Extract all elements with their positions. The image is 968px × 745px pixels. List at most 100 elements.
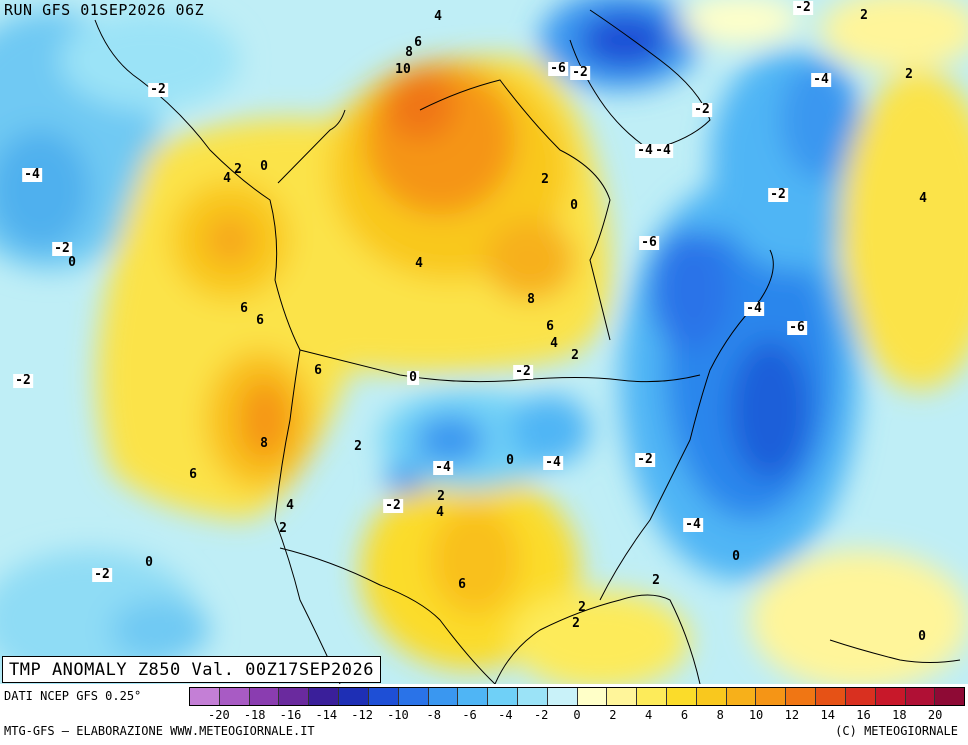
legend-swatch — [219, 688, 250, 705]
legend-swatch — [279, 688, 310, 705]
contour-label: 0 — [145, 555, 153, 570]
legend-tick-label: -6 — [462, 708, 477, 722]
legend-tick-label: -18 — [243, 708, 266, 722]
contour-label: 2 — [571, 348, 579, 363]
contour-label: 2 — [354, 439, 362, 454]
contour-label: -4 — [635, 143, 655, 158]
contour-label: -6 — [639, 235, 659, 250]
legend-tick-label: -16 — [279, 708, 302, 722]
credit-text: MTG-GFS – ELABORAZIONE WWW.METEOGIORNALE… — [4, 724, 315, 738]
temperature-anomaly-map: RUN GFS 01SEP2026 06Z 4 2 -2 8 6 10 -6 -… — [0, 0, 968, 684]
legend-swatch — [488, 688, 518, 705]
legend-swatch — [309, 688, 340, 705]
contour-label: 2 — [578, 600, 586, 615]
contour-label: 0 — [732, 549, 740, 564]
coastlines — [94, 9, 961, 684]
contour-label: 2 — [905, 67, 913, 82]
contour-label: 4 — [434, 9, 442, 24]
valid-time-title: TMP ANOMALY Z850 Val. 00Z17SEP2026 — [2, 656, 381, 683]
contour-label: 2 — [234, 162, 242, 177]
contour-label: 2 — [572, 616, 580, 631]
legend-swatch — [398, 688, 429, 705]
contour-label: -2 — [793, 0, 813, 15]
contour-label: -2 — [692, 102, 712, 117]
legend-swatch — [816, 688, 846, 705]
legend-tick-label: 4 — [645, 708, 653, 722]
legend-swatch — [667, 688, 697, 705]
contour-label: 2 — [279, 521, 287, 536]
contour-label: -4 — [811, 72, 831, 87]
contour-label: 8 — [260, 436, 268, 451]
contour-label: -4 — [744, 301, 764, 316]
contour-label: 6 — [314, 363, 322, 378]
contour-label: 0 — [68, 255, 76, 270]
contour-label: -2 — [768, 187, 788, 202]
legend-swatch — [607, 688, 638, 705]
legend-swatch — [637, 688, 667, 705]
legend-swatch — [339, 688, 369, 705]
contour-label: -2 — [148, 82, 168, 97]
contour-label: -4 — [543, 455, 563, 470]
legend-tick-label: -14 — [315, 708, 338, 722]
legend-tick-label: 2 — [609, 708, 617, 722]
contour-label: 6 — [414, 35, 422, 50]
contour-label: 4 — [550, 336, 558, 351]
legend-swatch — [517, 688, 548, 705]
legend-tick-label: 6 — [680, 708, 689, 722]
legend-swatch — [368, 688, 399, 705]
legend-tick-label: 0 — [573, 708, 581, 722]
contour-label: -4 — [22, 167, 42, 182]
legend-swatch — [786, 688, 817, 705]
legend-swatch — [190, 688, 220, 705]
contour-label: 6 — [240, 301, 248, 316]
contour-label: -6 — [548, 61, 568, 76]
contour-label: 4 — [436, 505, 444, 520]
color-scale-legend — [189, 687, 965, 706]
legend-swatch — [875, 688, 906, 705]
copyright-text: (C) METEOGIORNALE — [835, 724, 958, 738]
legend-swatch — [935, 688, 965, 705]
contour-label: 6 — [458, 577, 466, 592]
legend-swatch — [547, 688, 578, 705]
legend-tick-label: 10 — [748, 708, 764, 722]
contour-label: -2 — [52, 241, 72, 256]
legend-tick-label: -20 — [208, 708, 230, 722]
contour-label: 6 — [189, 467, 197, 482]
legend-tick-label: -12 — [351, 708, 373, 722]
legend-tick-label: 14 — [820, 708, 835, 722]
contour-label: -2 — [570, 65, 590, 80]
legend-tick-label: -4 — [498, 708, 513, 722]
legend-swatch — [458, 688, 489, 705]
legend-swatch — [577, 688, 608, 705]
contour-label: 10 — [395, 62, 411, 77]
legend-swatch — [905, 688, 936, 705]
contour-label: 2 — [860, 8, 868, 23]
contour-label: -6 — [787, 320, 807, 335]
legend-swatch — [756, 688, 787, 705]
contour-label: -4 — [683, 517, 703, 532]
contour-label: 2 — [541, 172, 549, 187]
contour-label: 0 — [407, 370, 419, 385]
contour-label: 6 — [256, 313, 264, 328]
contour-label: -2 — [383, 498, 403, 513]
contour-label: 2 — [437, 489, 445, 504]
contour-label: -2 — [92, 567, 112, 582]
contour-label: 0 — [918, 629, 926, 644]
legend-tick-label: 18 — [892, 708, 907, 722]
contour-label: 4 — [415, 256, 423, 271]
contour-label: 0 — [260, 159, 268, 174]
contour-label: -4 — [433, 460, 453, 475]
contour-label: -4 — [653, 143, 673, 158]
legend-swatch — [726, 688, 757, 705]
legend-swatch — [696, 688, 727, 705]
run-title: RUN GFS 01SEP2026 06Z — [4, 1, 205, 19]
legend-tick-label: 8 — [716, 708, 724, 722]
contour-label: -2 — [635, 452, 655, 467]
legend-swatch — [845, 688, 876, 705]
data-source: DATI NCEP GFS 0.25° — [4, 689, 142, 703]
legend-tick-label: -8 — [426, 708, 441, 722]
legend-tick-label: -10 — [387, 708, 409, 722]
contour-label: -2 — [13, 373, 33, 388]
contour-label: 4 — [286, 498, 294, 513]
legend-tick-label: 16 — [856, 708, 871, 722]
